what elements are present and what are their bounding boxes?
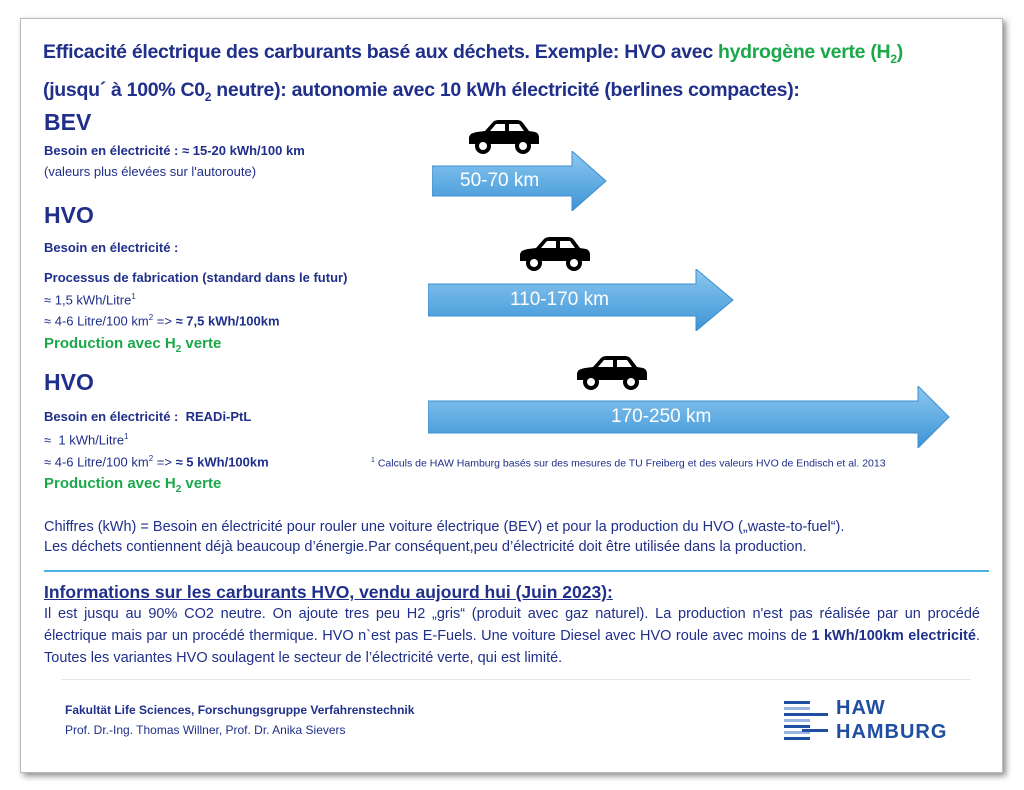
title-sub2: 2 bbox=[204, 89, 212, 104]
haw-hamburg-logo: HAW HAMBURG bbox=[784, 697, 959, 743]
info-section: Informations sur les carburants HVO, ven… bbox=[44, 582, 980, 669]
hvo2-consumption: ≈ 4-6 Litre/100 km2 => ≈ 5 kWh/100km bbox=[44, 454, 269, 469]
hvo1-heading: HVO bbox=[44, 202, 94, 228]
info-heading: Informations sur les carburants HVO, ven… bbox=[44, 582, 613, 602]
logo-text: HAW bbox=[836, 697, 886, 719]
divider bbox=[44, 570, 989, 572]
bev-note: (valeurs plus élevées sur l'autoroute) bbox=[44, 164, 257, 179]
hvo1-process: Processus de fabrication (standard dans … bbox=[44, 270, 348, 285]
range-arrow-bev: 50-70 km bbox=[432, 151, 607, 211]
hvo2-per-litre: ≈ 1 kWh/Litre1 bbox=[44, 432, 129, 447]
bev-need: Besoin en électricité : ≈ 15-20 kWh/100 … bbox=[44, 143, 305, 158]
slide-title: Efficacité électrique des carburants bas… bbox=[43, 37, 903, 113]
logo-text: HAMBURG bbox=[836, 721, 948, 743]
g: verte bbox=[181, 335, 222, 352]
process: READi-PtL bbox=[185, 409, 252, 424]
t-bold: 1 kWh/100km electricité bbox=[811, 628, 976, 644]
sup: 2 bbox=[148, 454, 154, 463]
faculty: Fakultät Life Sciences, Forschungsgruppe… bbox=[65, 703, 415, 717]
info-text: Il est jusqu au 90% CO2 neutre. On ajout… bbox=[44, 603, 980, 669]
logo-stripes-icon bbox=[784, 701, 810, 741]
bev-need-label: Besoin en électricité : bbox=[44, 143, 182, 158]
bev-need-value: ≈ 15-20 kWh/100 km bbox=[182, 143, 305, 158]
arrow-text: => bbox=[153, 454, 176, 470]
t: . Toutes les variantes HVO soulagent le … bbox=[44, 628, 980, 666]
sup: 1 bbox=[124, 432, 129, 441]
value: ≈ 1,5 kWh/Litre bbox=[44, 292, 132, 308]
hvo1-consumption: ≈ 4-6 Litre/100 km2 => ≈ 7,5 kWh/100km bbox=[44, 313, 280, 328]
range-arrow-hvo1: 110-170 km bbox=[428, 269, 734, 331]
title-sub: 2 bbox=[890, 51, 897, 66]
arrow-text: => bbox=[153, 313, 176, 329]
explanation: Chiffres (kWh) = Besoin en électricité p… bbox=[44, 517, 844, 557]
title-line2b: neutre): autonomie avec 10 kWh électrici… bbox=[211, 78, 800, 101]
footnote-text: Calculs de HAW Hamburg basés sur des mes… bbox=[374, 457, 886, 470]
divider bbox=[61, 679, 971, 680]
g: Production avec H bbox=[44, 335, 176, 352]
explanation-line: Les déchets contiennent déjà beaucoup d’… bbox=[44, 539, 807, 555]
car-icon bbox=[516, 235, 592, 273]
hvo2-green: Production avec H2 verte bbox=[44, 475, 221, 495]
sup: 1 bbox=[131, 292, 136, 301]
value: ≈ 1 kWh/Litre bbox=[44, 432, 125, 448]
g: verte bbox=[181, 475, 222, 492]
bev-heading: BEV bbox=[44, 109, 92, 135]
sup: 1 bbox=[371, 457, 375, 464]
value: ≈ 4-6 Litre/100 km bbox=[44, 454, 149, 470]
title-close: ) bbox=[896, 41, 904, 63]
result: ≈ 5 kWh/100km bbox=[175, 454, 269, 470]
title-green: hydrogène verte (H bbox=[718, 41, 891, 63]
slide: Efficacité électrique des carburants bas… bbox=[20, 18, 1003, 773]
logo-bar bbox=[802, 713, 828, 716]
footnote: 1 Calculs de HAW Hamburg basés sur des m… bbox=[371, 457, 886, 470]
hvo1-need: Besoin en électricité : bbox=[44, 240, 179, 255]
range-label: 170-250 km bbox=[611, 406, 712, 427]
sup: 2 bbox=[148, 313, 154, 322]
range-arrow-hvo2: 170-250 km bbox=[428, 386, 950, 448]
hvo1-green: Production avec H2 verte bbox=[44, 335, 221, 355]
g-sub: 2 bbox=[175, 344, 182, 355]
authors: Prof. Dr.-Ing. Thomas Willner, Prof. Dr.… bbox=[65, 723, 346, 737]
range-label: 110-170 km bbox=[510, 289, 609, 310]
label: Besoin en électricité : bbox=[44, 409, 186, 424]
hvo1-per-litre: ≈ 1,5 kWh/Litre1 bbox=[44, 292, 136, 307]
logo-bar bbox=[802, 729, 828, 732]
hvo2-need: Besoin en électricité : READi-PtL bbox=[44, 409, 251, 424]
result: ≈ 7,5 kWh/100km bbox=[175, 313, 280, 329]
title-text: Efficacité électrique des carburants bas… bbox=[43, 41, 718, 63]
hvo2-heading: HVO bbox=[44, 369, 94, 395]
range-label: 50-70 km bbox=[460, 170, 540, 191]
title-line2: (jusqu´ à 100% C0 bbox=[43, 78, 205, 101]
g: Production avec H bbox=[44, 475, 176, 492]
t: Il est jusqu au 90% CO2 neutre. On ajout… bbox=[44, 606, 980, 644]
explanation-line: Chiffres (kWh) = Besoin en électricité p… bbox=[44, 519, 845, 535]
value: ≈ 4-6 Litre/100 km bbox=[44, 313, 149, 329]
g-sub: 2 bbox=[175, 484, 182, 495]
